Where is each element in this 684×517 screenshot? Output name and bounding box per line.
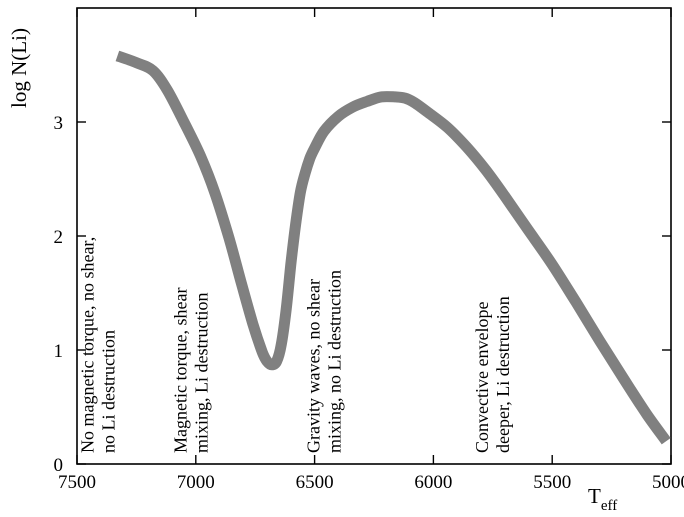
series-line <box>115 50 671 445</box>
y-tick-label: 1 <box>54 341 64 362</box>
x-tick-label: 6500 <box>296 472 334 493</box>
x-tick-label: 7500 <box>58 472 96 493</box>
y-tick-label: 2 <box>54 227 64 248</box>
plot-frame <box>76 7 672 465</box>
annotation-label: Magnetic torque, shearmixing, Li destruc… <box>170 288 211 453</box>
y-tick-label: 3 <box>54 113 64 134</box>
annotation-label: Convective envelopedeeper, Li destructio… <box>472 296 513 453</box>
y-axis-label: log N(Li) <box>7 28 31 108</box>
annotation-line: Magnetic torque, shear <box>170 288 190 453</box>
annotation-line: mixing, no Li destruction <box>324 270 344 453</box>
x-tick-label: 7000 <box>177 472 215 493</box>
annotation-label: Gravity waves, no shearmixing, no Li des… <box>303 270 344 453</box>
x-axis-label-main: T <box>588 484 601 508</box>
annotation-line: Convective envelope <box>472 302 492 453</box>
annotation-line: Gravity waves, no shear <box>303 279 323 453</box>
annotation-line: mixing, Li destruction <box>191 293 211 453</box>
x-tick-label: 5500 <box>533 472 571 493</box>
annotations: No magnetic torque, no shear,no Li destr… <box>78 237 513 453</box>
annotation-line: deeper, Li destruction <box>493 296 513 453</box>
axis-ticks <box>76 8 672 465</box>
annotation-line: no Li destruction <box>99 330 119 453</box>
y-tick-label: 0 <box>54 455 64 476</box>
annotation-label: No magnetic torque, no shear,no Li destr… <box>78 237 119 453</box>
x-tick-label: 6000 <box>414 472 452 493</box>
annotation-line: No magnetic torque, no shear, <box>78 237 98 453</box>
x-axis-label-subscript: eff <box>601 498 617 514</box>
x-axis-label: Teff <box>588 484 617 514</box>
